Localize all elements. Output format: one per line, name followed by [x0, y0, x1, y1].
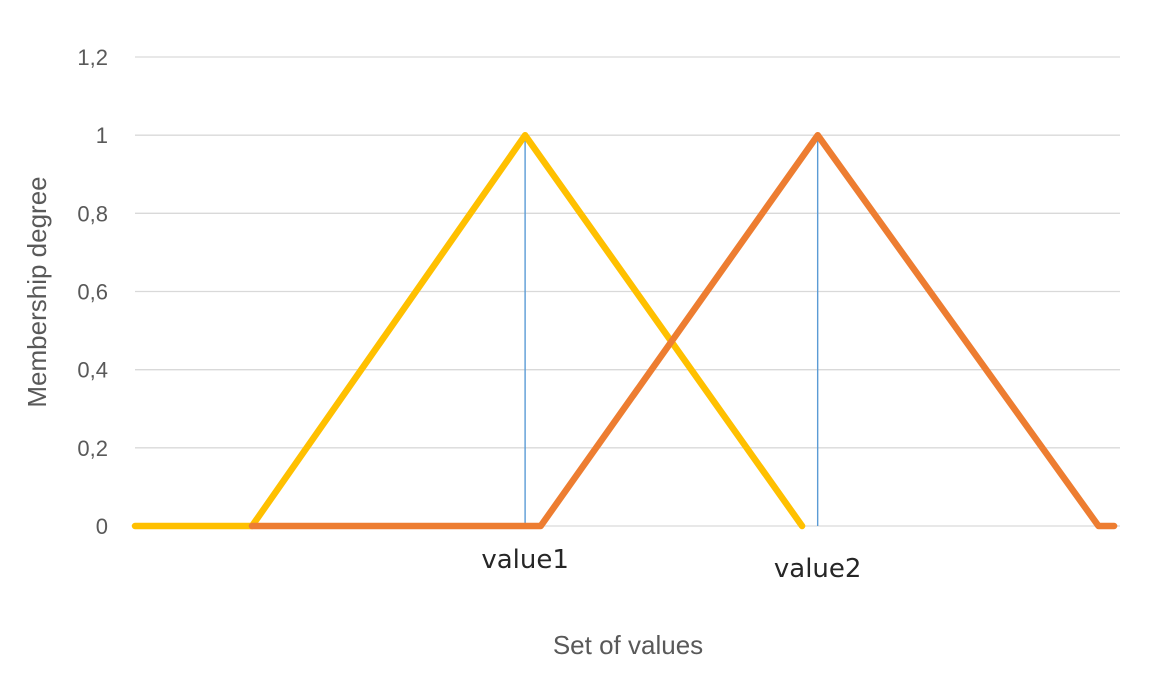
gridlines: [135, 56, 1120, 527]
y-tick-label: 0,2: [77, 436, 108, 461]
y-tick-label: 0,6: [77, 280, 108, 305]
reference-lines: [524, 135, 819, 526]
series-line-2: [248, 131, 1118, 530]
y-tick-labels: 0 0,2 0,4 0,6 0,8 1 1,2: [77, 45, 108, 539]
y-tick-label: 0: [96, 514, 108, 539]
x-category-labels: value1 value2: [481, 545, 861, 584]
y-tick-label: 1,2: [77, 45, 108, 70]
y-tick-label: 0,8: [77, 201, 108, 226]
x-label-value2: value2: [774, 554, 862, 584]
y-axis-title: Membership degree: [22, 176, 52, 407]
series-line-1: [131, 131, 806, 530]
x-label-value1: value1: [481, 545, 569, 575]
x-axis-title: Set of values: [553, 630, 703, 660]
series-lines: [131, 131, 1118, 530]
y-tick-label: 0,4: [77, 358, 108, 383]
y-tick-label: 1: [96, 123, 108, 148]
